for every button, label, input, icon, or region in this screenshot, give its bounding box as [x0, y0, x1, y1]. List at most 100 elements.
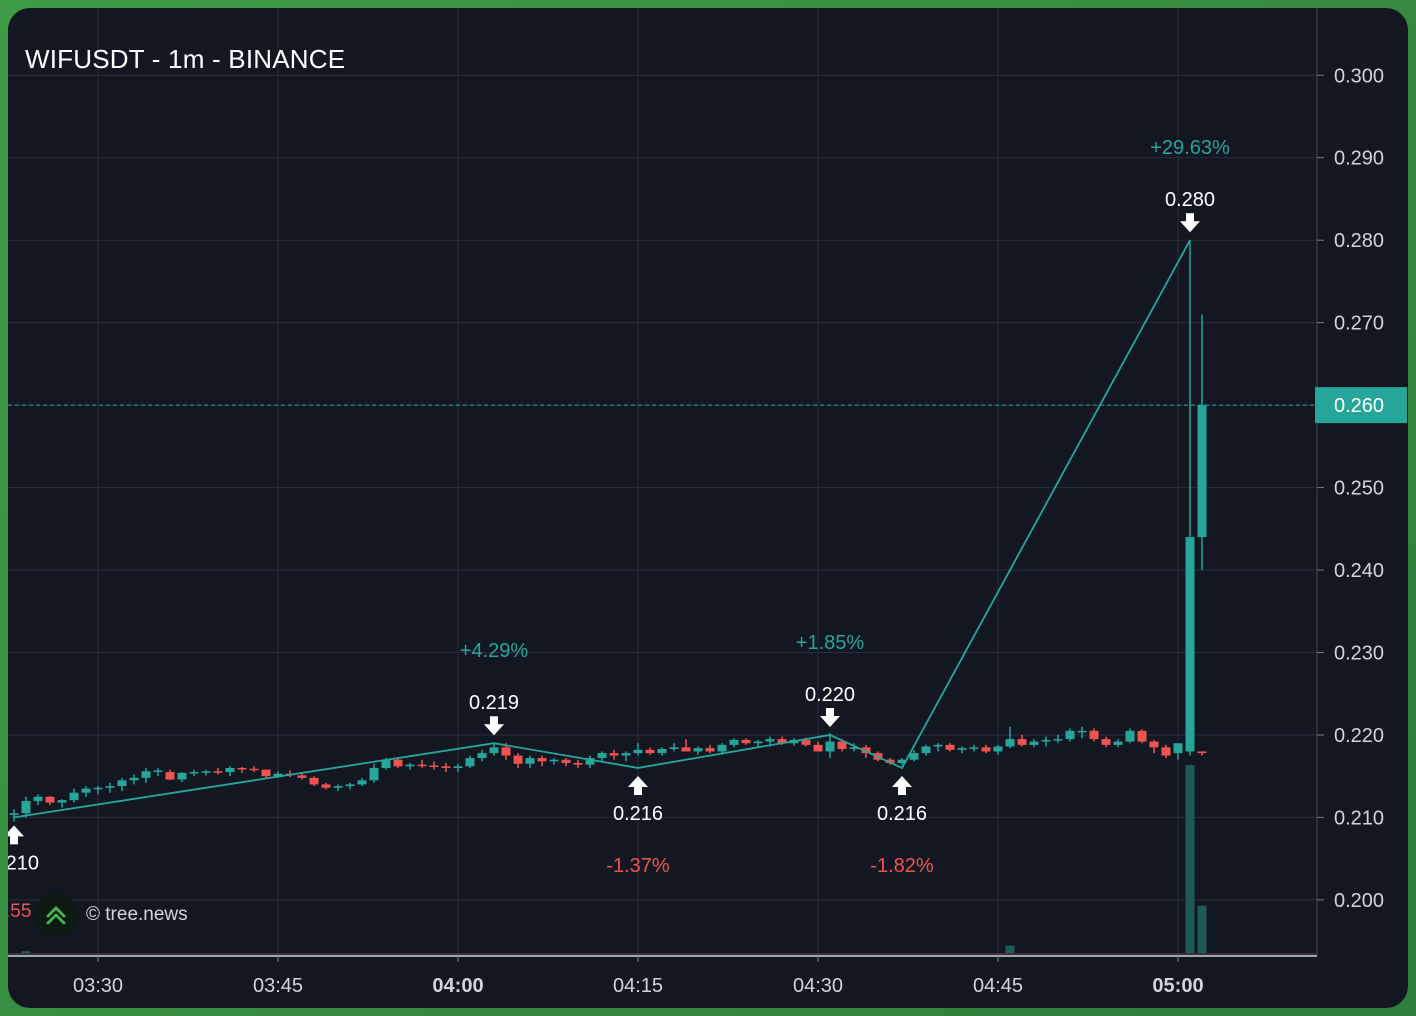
tree-logo-icon: [34, 893, 78, 937]
candle-body: [717, 744, 727, 752]
price-chart[interactable]: 0.210 0.219 +4.29% 0.216 -1.37% 0.220 +1.85% 0.…: [8, 8, 1408, 1008]
candle-body: [333, 786, 343, 788]
candle-body: [681, 747, 691, 752]
pivot-price-label: 0.219: [469, 692, 519, 714]
candle-body: [93, 787, 103, 790]
pivot-percent-label: +4.29%: [460, 640, 529, 662]
candle-body: [993, 746, 1003, 752]
watermark-text: © tree.news: [86, 904, 188, 925]
candle-body: [405, 764, 415, 767]
candle-body: [321, 784, 331, 788]
candle-body: [813, 744, 823, 752]
candle-body: [393, 759, 403, 767]
arrow-down-icon: [1180, 213, 1200, 233]
candle-body: [645, 749, 655, 754]
candle-body: [309, 777, 319, 785]
candle-body: [369, 767, 379, 781]
candle-body: [981, 747, 991, 752]
price-axis-label: 0.210: [1334, 807, 1384, 829]
candle-body: [549, 759, 559, 762]
candle-body: [237, 767, 247, 770]
candle-body: [273, 773, 283, 777]
candle-body: [1185, 537, 1195, 752]
candle-body: [129, 777, 139, 781]
candle-body: [1197, 751, 1207, 754]
candle-body: [609, 753, 619, 756]
chart-panel: 0.210 0.219 +4.29% 0.216 -1.37% 0.220 +1.85% 0.…: [8, 8, 1408, 1008]
watermark: © tree.news: [34, 892, 188, 938]
candle-body: [69, 792, 79, 801]
candle-body: [381, 759, 391, 768]
candle-body: [213, 771, 223, 773]
candle-body: [117, 780, 127, 787]
candle-body: [1125, 730, 1135, 742]
volume-bar: [1005, 945, 1015, 955]
candle-body: [945, 744, 955, 750]
candle-body: [465, 758, 475, 767]
pivot-price-label: 0.220: [805, 684, 855, 706]
candle-body: [933, 744, 943, 747]
candle-body: [225, 767, 235, 773]
pivot-price-label: 0.216: [613, 803, 663, 825]
candle-body: [921, 746, 931, 754]
candle-body: [513, 755, 523, 764]
candle-body: [249, 768, 259, 771]
candle-body: [573, 762, 583, 765]
price-axis-label: 0.280: [1334, 230, 1384, 252]
candle-body: [633, 749, 643, 754]
candle-body: [1017, 739, 1027, 745]
candle-body: [705, 748, 715, 752]
price-axis-label: 0.230: [1334, 643, 1384, 665]
candle-body: [729, 739, 739, 745]
candle-body: [81, 788, 91, 793]
candle-body: [477, 753, 487, 759]
partial-value-label: .55: [8, 901, 32, 922]
candle-body: [345, 784, 355, 787]
time-axis-label: 05:00: [1152, 975, 1203, 997]
candle-body: [669, 747, 679, 749]
price-axis-label: 0.240: [1334, 560, 1384, 582]
candle-body: [45, 796, 55, 803]
current-price-tag: [1315, 387, 1407, 424]
candle-body: [765, 739, 775, 742]
candle-body: [1089, 730, 1099, 740]
candle-body: [1005, 739, 1015, 747]
arrow-up-icon: [892, 775, 912, 795]
candle-body: [837, 741, 847, 749]
candle-body: [441, 766, 451, 768]
price-axis-label: 0.290: [1334, 148, 1384, 170]
candle-body: [1041, 739, 1051, 742]
candle-body: [189, 772, 199, 774]
candle-body: [1161, 747, 1171, 756]
time-axis-label: 04:30: [793, 975, 843, 997]
price-axis-label: 0.300: [1334, 65, 1384, 87]
candle-body: [21, 800, 31, 814]
candle-body: [969, 747, 979, 749]
candle-body: [357, 780, 367, 785]
candle-body: [1137, 730, 1147, 742]
candle-body: [33, 796, 43, 801]
candle-body: [909, 753, 919, 760]
time-axis-label: 03:45: [253, 975, 303, 997]
time-axis-label: 04:45: [973, 975, 1023, 997]
candle-body: [489, 747, 499, 754]
arrow-down-icon: [484, 716, 504, 736]
candle-body: [453, 766, 463, 768]
time-axis-label: 04:15: [613, 975, 663, 997]
candle-body: [657, 748, 667, 754]
candle-body: [561, 759, 571, 763]
candle-body: [861, 747, 871, 754]
pivot-price-label: 0.210: [8, 852, 39, 874]
current-price-label: 0.260: [1334, 395, 1384, 417]
candle-body: [501, 747, 511, 756]
candle-body: [417, 764, 427, 767]
candle-body: [621, 753, 631, 756]
pivot-percent-label: +29.63%: [1150, 137, 1230, 159]
candle-body: [537, 758, 547, 762]
arrow-up-icon: [8, 825, 24, 845]
candle-body: [429, 765, 439, 767]
candle-body: [897, 759, 907, 763]
volume-bar: [1197, 905, 1207, 955]
zigzag-line: [13, 239, 1191, 819]
candle-body: [297, 775, 307, 778]
